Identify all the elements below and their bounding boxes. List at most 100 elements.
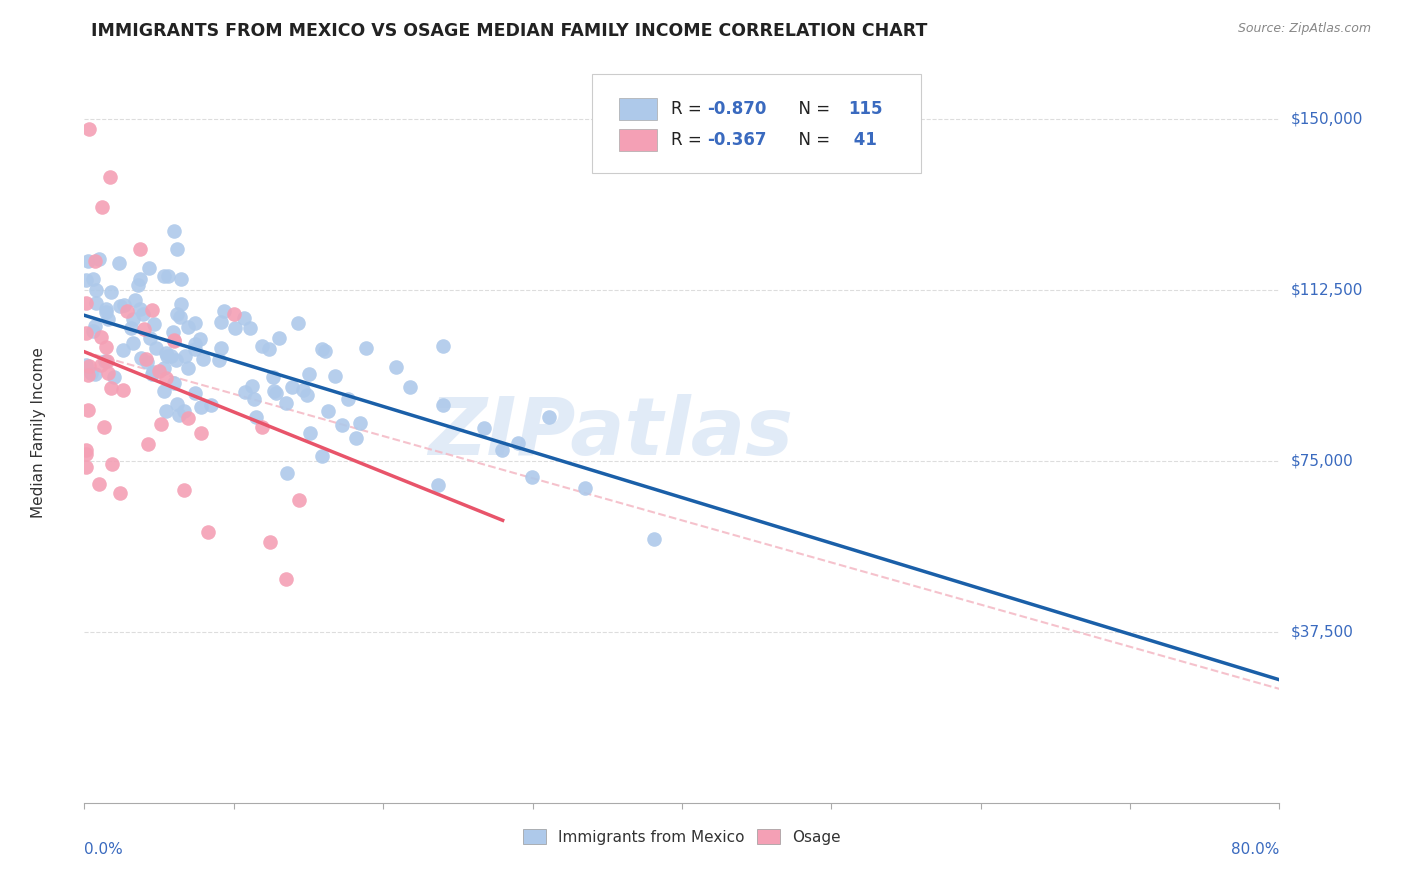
Point	[233, 310, 256, 325]
Point	[259, 535, 281, 549]
Point	[245, 410, 267, 425]
Point	[83, 368, 105, 382]
Point	[82, 272, 104, 286]
Text: $150,000: $150,000	[1291, 112, 1362, 127]
Point	[280, 380, 302, 394]
Point	[212, 303, 235, 318]
Point	[84, 318, 107, 333]
Point	[128, 272, 150, 286]
Text: -0.870: -0.870	[707, 100, 766, 118]
Point	[90, 329, 112, 343]
Point	[169, 310, 191, 324]
Point	[166, 242, 188, 256]
Point	[77, 359, 100, 373]
Point	[155, 404, 177, 418]
Point	[233, 384, 256, 399]
Point	[167, 408, 190, 422]
Point	[207, 353, 229, 368]
Point	[75, 359, 97, 373]
Point	[432, 398, 454, 412]
Point	[311, 342, 333, 356]
Point	[148, 363, 170, 377]
Point	[83, 253, 105, 268]
Point	[97, 366, 120, 380]
FancyBboxPatch shape	[619, 129, 657, 152]
Point	[100, 382, 122, 396]
Point	[110, 299, 132, 313]
Point	[538, 409, 561, 424]
Point	[252, 339, 274, 353]
Point	[170, 297, 193, 311]
Point	[472, 421, 495, 435]
Point	[349, 416, 371, 430]
Point	[191, 351, 214, 366]
Point	[267, 331, 290, 345]
Point	[107, 256, 129, 270]
Point	[121, 336, 143, 351]
Point	[323, 369, 346, 384]
Text: $112,500: $112,500	[1291, 283, 1362, 298]
Text: -0.367: -0.367	[707, 131, 766, 149]
Point	[75, 273, 97, 287]
Text: IMMIGRANTS FROM MEXICO VS OSAGE MEDIAN FAMILY INCOME CORRELATION CHART: IMMIGRANTS FROM MEXICO VS OSAGE MEDIAN F…	[91, 22, 928, 40]
Point	[145, 341, 167, 355]
Point	[184, 385, 207, 400]
Text: N =: N =	[789, 131, 835, 149]
Point	[311, 449, 333, 463]
Point	[432, 339, 454, 353]
Point	[112, 298, 135, 312]
Point	[344, 431, 367, 445]
Point	[184, 342, 207, 356]
Point	[163, 225, 186, 239]
Point	[98, 170, 121, 185]
Point	[506, 436, 529, 450]
Text: ZIPatlas: ZIPatlas	[427, 393, 793, 472]
Point	[97, 312, 120, 326]
Point	[263, 384, 285, 398]
Point	[188, 332, 211, 346]
Point	[115, 304, 138, 318]
Point	[141, 302, 163, 317]
Point	[155, 371, 177, 385]
Point	[155, 346, 177, 360]
Point	[75, 295, 97, 310]
Point	[643, 532, 665, 546]
Point	[149, 417, 172, 431]
Point	[112, 343, 135, 358]
Point	[135, 351, 157, 366]
Point	[173, 483, 195, 497]
Point	[174, 349, 197, 363]
Point	[330, 418, 353, 433]
Point	[153, 269, 176, 284]
Point	[298, 367, 321, 381]
Point	[184, 336, 207, 351]
Point	[77, 403, 100, 417]
FancyBboxPatch shape	[619, 98, 657, 120]
Point	[354, 342, 377, 356]
Point	[385, 360, 408, 375]
Point	[142, 365, 165, 379]
Point	[166, 307, 188, 321]
Text: 41: 41	[848, 131, 877, 149]
Point	[399, 380, 422, 394]
Point	[427, 478, 450, 492]
Point	[124, 293, 146, 307]
Point	[136, 436, 159, 450]
Point	[94, 340, 117, 354]
Point	[177, 410, 200, 425]
Point	[153, 384, 176, 399]
Point	[266, 385, 288, 400]
Point	[211, 315, 233, 329]
Point	[177, 361, 200, 376]
Point	[243, 392, 266, 406]
Point	[110, 486, 132, 500]
Point	[94, 353, 117, 368]
Point	[288, 493, 311, 508]
Text: 80.0%: 80.0%	[1232, 842, 1279, 856]
Point	[165, 352, 187, 367]
Point	[163, 334, 186, 349]
Point	[90, 358, 112, 372]
Point	[75, 326, 97, 340]
Point	[491, 443, 513, 458]
Point	[252, 420, 274, 434]
